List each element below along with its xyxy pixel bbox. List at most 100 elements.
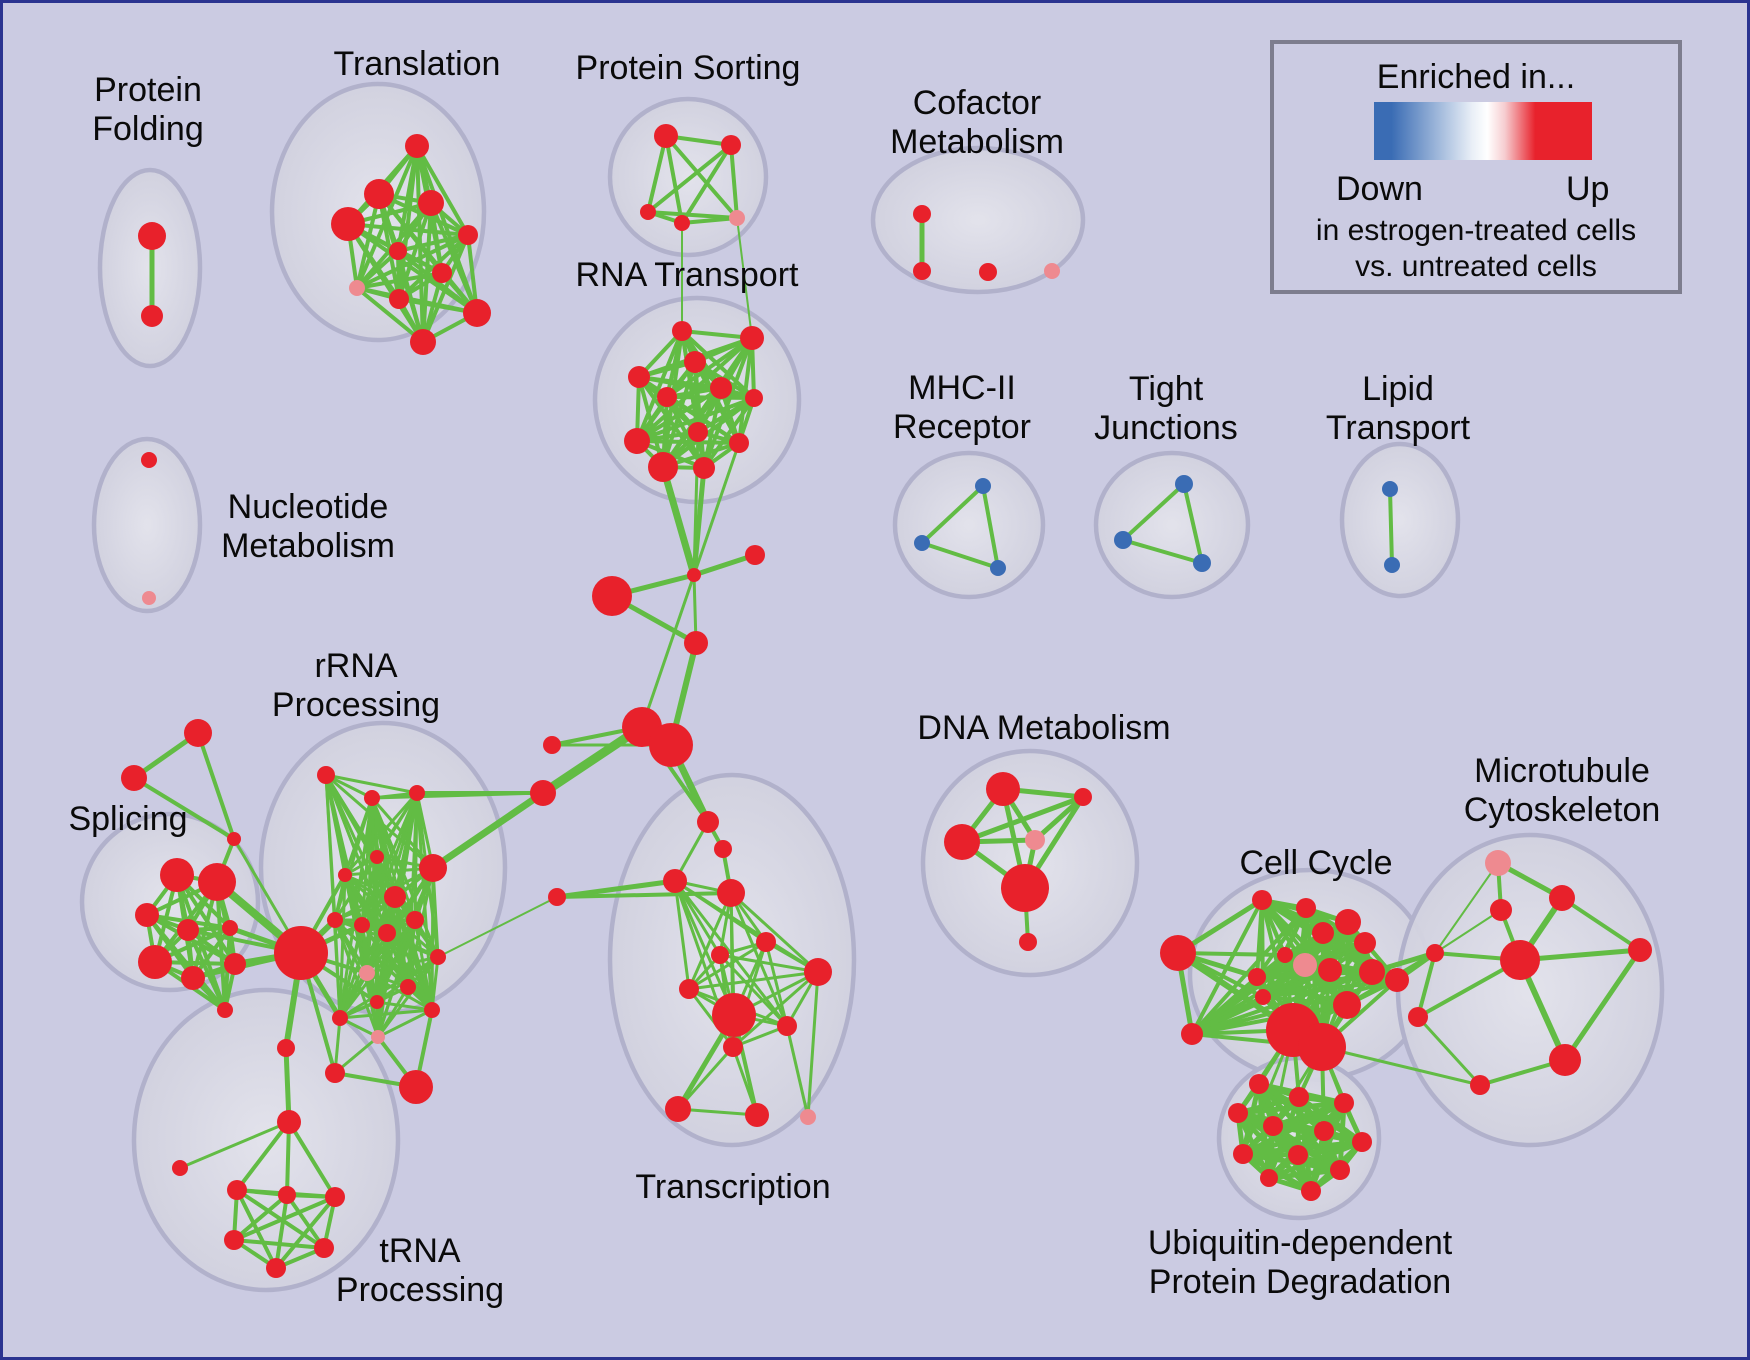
edge — [1517, 947, 1643, 963]
node-pf-1 — [141, 305, 163, 327]
node-c5 — [530, 780, 556, 806]
edge — [676, 1107, 759, 1117]
edge — [343, 791, 419, 877]
node-u1 — [277, 1110, 301, 1134]
edge — [232, 1238, 326, 1250]
edge — [659, 463, 698, 579]
node-u0 — [277, 1039, 295, 1057]
edge — [355, 271, 444, 290]
edge — [1434, 862, 1499, 954]
node-tx-1 — [714, 840, 732, 858]
node-rnt-10 — [648, 452, 678, 482]
node-g0 — [184, 719, 212, 747]
node-rnt-5 — [710, 377, 732, 399]
edge — [1560, 896, 1642, 952]
edge — [232, 1195, 337, 1242]
node-tx-11 — [665, 1096, 691, 1122]
cluster-ellipse-lt — [1339, 441, 1461, 599]
edge — [338, 918, 417, 1020]
node-tr-10 — [410, 329, 436, 355]
edge — [635, 396, 756, 443]
cluster-ellipse-mh — [892, 450, 1046, 600]
edge — [731, 1045, 759, 1117]
cluster-label-cf: Cofactor — [913, 84, 1042, 122]
cluster-label-mh: Receptor — [893, 408, 1031, 446]
node-ub-6 — [1352, 1132, 1372, 1152]
node-rr-2 — [409, 785, 425, 801]
node-tr-0 — [405, 134, 429, 158]
legend-box: Enriched in... Down Up in estrogen-treat… — [1270, 40, 1682, 294]
edge — [635, 329, 684, 443]
node-sp-7 — [224, 953, 246, 975]
node-rr-6 — [384, 886, 406, 908]
edge — [1434, 909, 1502, 954]
edge — [806, 970, 820, 1119]
cluster-label-lt: Transport — [1326, 409, 1471, 447]
node-rr-17 — [371, 1030, 385, 1044]
node-cc-16 — [1298, 1023, 1346, 1071]
edge — [637, 375, 756, 400]
node-mt-6 — [1628, 938, 1652, 962]
node-mt-4 — [1426, 944, 1444, 962]
edge — [355, 249, 400, 290]
edge — [285, 1193, 326, 1250]
edge — [376, 1008, 434, 1039]
node-g1 — [121, 765, 147, 791]
node-mt-8 — [1470, 1075, 1490, 1095]
edge — [718, 953, 789, 1028]
node-tr-1 — [364, 179, 394, 209]
node-rr-7 — [327, 912, 343, 928]
edge — [370, 791, 545, 800]
edge — [691, 552, 758, 578]
cluster-label-sp: Splicing — [68, 800, 187, 838]
edge — [274, 1195, 337, 1270]
node-c3 — [684, 631, 708, 655]
edge — [355, 192, 381, 290]
node-cc-6 — [1277, 947, 1293, 963]
legend-title: Enriched in... — [1376, 58, 1576, 96]
node-rnt-2 — [684, 351, 706, 373]
node-tr-9 — [463, 299, 491, 327]
node-cf-1 — [913, 262, 931, 280]
edge — [736, 217, 753, 339]
node-cf-3 — [1044, 263, 1060, 279]
node-H3 — [274, 926, 328, 980]
edge — [680, 329, 756, 400]
edge — [692, 441, 741, 577]
node-h2 — [649, 723, 693, 767]
cluster-label-tj: Tight — [1129, 370, 1204, 408]
node-dm-2 — [944, 824, 980, 860]
edge — [673, 879, 691, 991]
edge — [646, 134, 668, 214]
edge — [437, 896, 558, 958]
node-ub-11 — [1301, 1181, 1321, 1201]
edge — [680, 216, 739, 225]
node-rnt-11 — [693, 457, 715, 479]
node-mt-7 — [1549, 1044, 1581, 1076]
cluster-label-rr: rRNA — [314, 647, 397, 685]
node-c6 — [548, 888, 566, 906]
cluster-label-rr: Processing — [272, 686, 440, 724]
edge — [981, 484, 1000, 570]
node-tr-2 — [418, 190, 444, 216]
edge — [393, 895, 434, 1012]
node-cc-14 — [1181, 1023, 1203, 1045]
edge — [1562, 947, 1643, 1063]
edge — [665, 395, 756, 400]
cluster-label-ps: Protein Sorting — [576, 49, 801, 87]
edge — [1032, 794, 1086, 843]
node-rr-15 — [424, 1002, 440, 1018]
node-rnt-7 — [688, 422, 708, 442]
node-tr-4 — [458, 225, 478, 245]
node-rr-1 — [364, 790, 380, 806]
edge — [397, 201, 433, 301]
edge — [640, 573, 696, 729]
node-ub-5 — [1314, 1121, 1334, 1141]
edge — [785, 1024, 810, 1119]
node-tr-7 — [349, 280, 365, 296]
edge — [274, 1193, 289, 1270]
node-sp-2 — [135, 903, 159, 927]
